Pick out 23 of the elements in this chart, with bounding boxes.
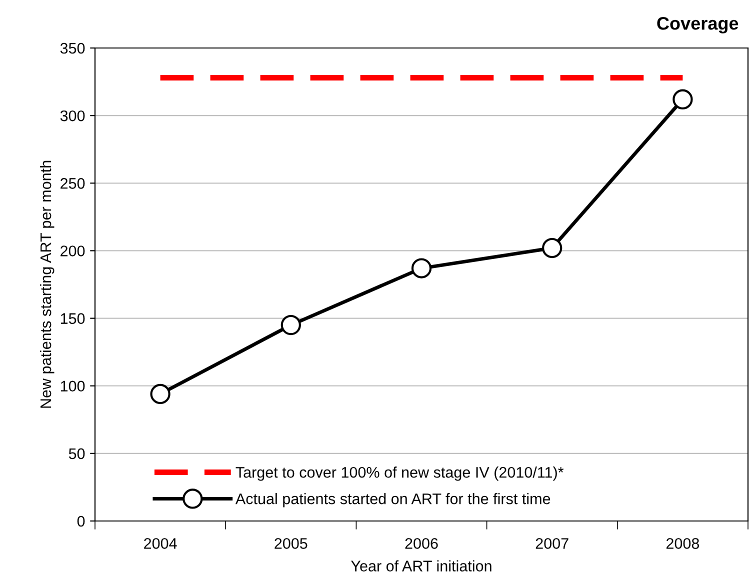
x-tick-label: 2005 <box>274 538 308 549</box>
x-tick-label: 2004 <box>144 538 177 549</box>
x-tick-label: 2006 <box>405 538 438 549</box>
x-tick-label: 2008 <box>666 538 700 549</box>
y-tick-label: 250 <box>60 178 85 189</box>
chart-title: Coverage <box>657 16 738 34</box>
point <box>280 314 301 336</box>
y-tick-label: 300 <box>60 110 85 122</box>
legend-label: Target to cover 100% of new stage IV (2010/11)* <box>236 466 564 481</box>
y-tick-label: 0 <box>77 516 85 527</box>
point <box>150 384 170 404</box>
y-axis-title: New patients starting ART per month <box>40 160 54 408</box>
y-tick-label: 350 <box>60 42 85 54</box>
y-tick-label: 50 <box>68 448 85 460</box>
y-tick-label: 200 <box>60 246 85 256</box>
point <box>411 258 432 278</box>
legend-label: Actual patients started on ART for the first time <box>235 493 550 508</box>
y-tick-label: 150 <box>60 313 85 324</box>
x-axis-title: Year of ART initiation <box>351 560 492 572</box>
y-tick-label: 100 <box>60 380 85 392</box>
x-tick-label: 2007 <box>536 538 568 549</box>
point <box>542 238 562 258</box>
point <box>672 89 693 110</box>
